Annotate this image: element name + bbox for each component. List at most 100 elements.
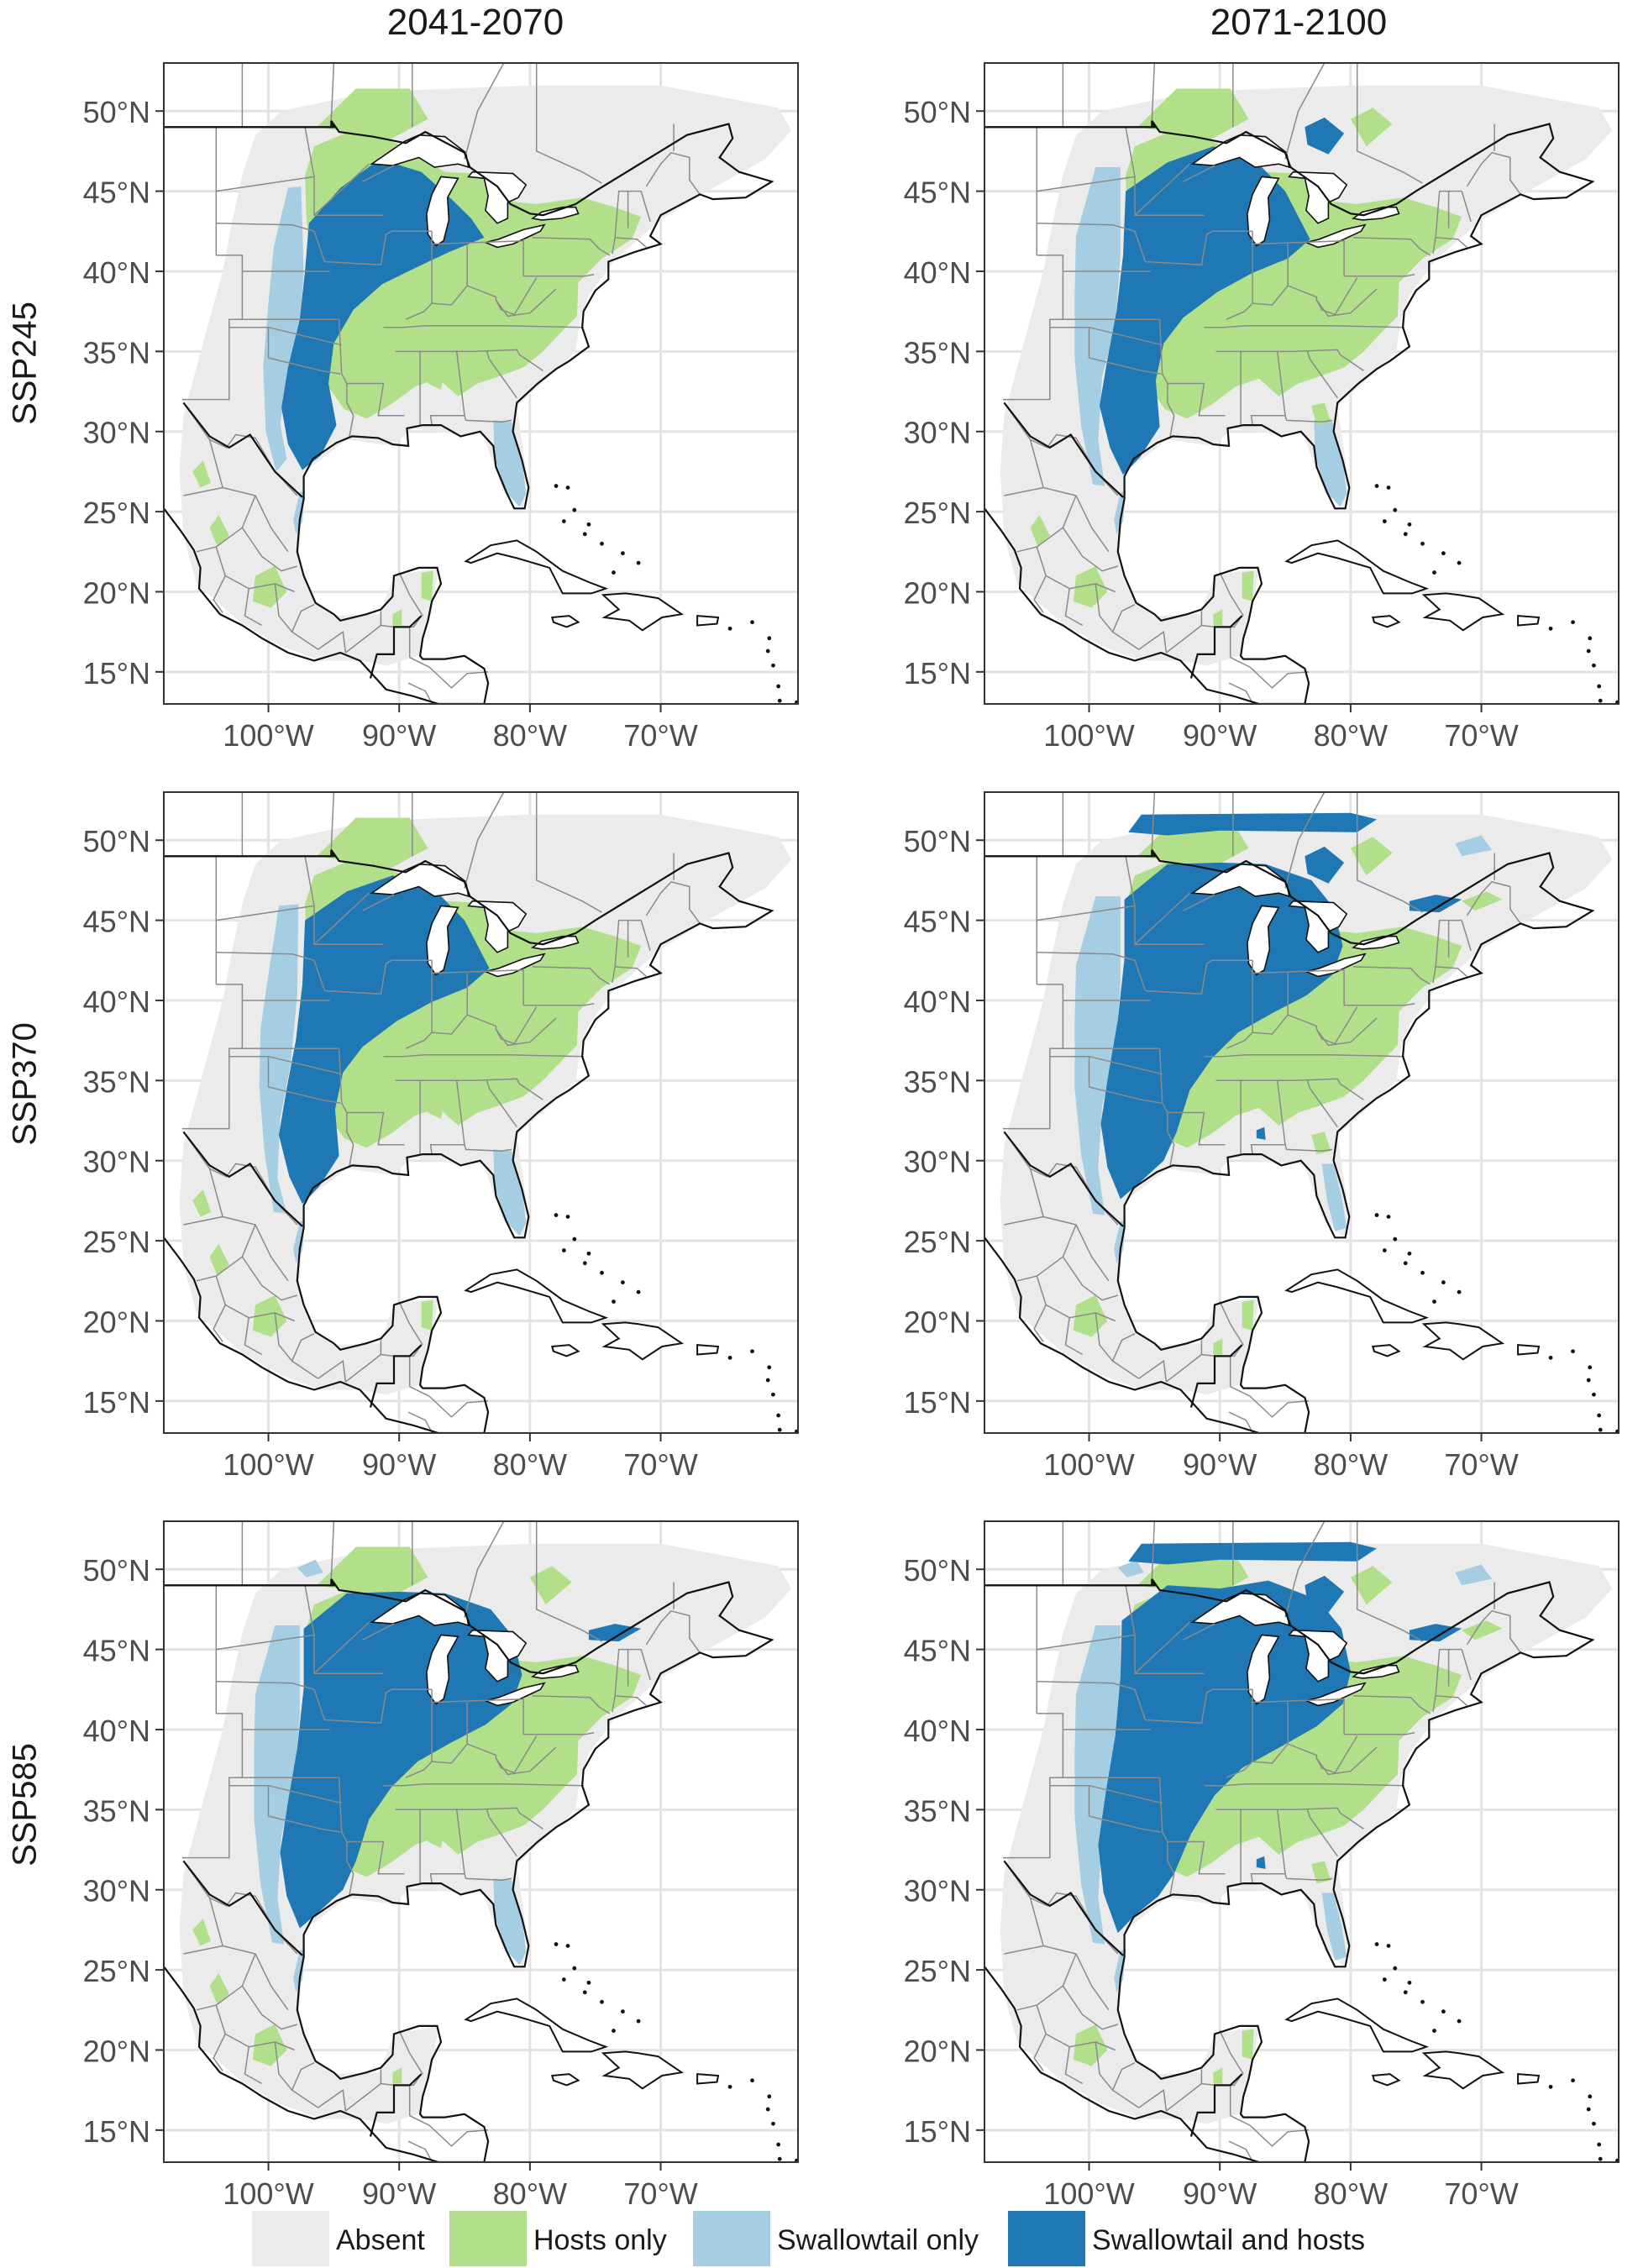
- state-border: [318, 2088, 347, 2112]
- state-border: [1167, 1112, 1175, 1166]
- state-border: [1165, 2069, 1203, 2112]
- state-border: [1002, 1713, 1064, 1859]
- state-border: [1284, 1873, 1333, 1882]
- state-border: [1004, 1945, 1044, 1955]
- state-border: [1138, 2088, 1168, 2112]
- map-panel-ssp585-2071-2100: 50°N 45°N 40°N 35°N 30°N 25°N 20°N 15°N 100°W 90°…: [904, 1520, 1620, 2211]
- state-border: [398, 1301, 423, 1346]
- small-island: [1548, 2084, 1553, 2089]
- small-island: [561, 1977, 566, 1982]
- small-island: [1386, 1215, 1391, 1219]
- small-island: [586, 1980, 591, 1985]
- state-border: [1037, 176, 1136, 192]
- y-tick-label: 20°N: [83, 2034, 150, 2068]
- state-border: [1016, 1953, 1077, 2011]
- state-border: [1344, 1003, 1415, 1006]
- state-border: [1062, 1256, 1119, 1301]
- small-island: [727, 626, 732, 631]
- swallowtail-only-area: [493, 1149, 527, 1236]
- state-border: [338, 1777, 405, 1875]
- lake: [1190, 863, 1290, 898]
- swallowtail-only-area: [1074, 167, 1121, 486]
- state-border: [612, 190, 642, 255]
- province-border: [1284, 63, 1326, 160]
- state-border: [1436, 237, 1467, 248]
- state-border: [1183, 1623, 1215, 1641]
- island: [696, 1344, 720, 1356]
- swallowtail-only-area: [493, 420, 527, 507]
- small-island: [554, 484, 559, 488]
- state-border: [612, 919, 642, 984]
- state-border: [432, 969, 524, 974]
- map-panel-ssp245-2071-2100: 50°N 45°N 40°N 35°N 30°N 25°N 20°N 15°N 100°W 90°…: [904, 62, 1620, 753]
- state-border: [1125, 856, 1205, 945]
- hosts-only-area: [209, 1972, 229, 2006]
- legend-label-hosts-only: Hosts only: [533, 2224, 667, 2256]
- island: [696, 2073, 720, 2085]
- small-island: [1386, 486, 1391, 490]
- legend-swatch-swallowtail-only: [693, 2211, 770, 2266]
- small-island: [1420, 1270, 1425, 1275]
- x-tick-label: 90°W: [362, 2176, 436, 2211]
- swallowtail-and-hosts-area: [1409, 895, 1462, 913]
- state-border: [398, 572, 423, 617]
- small-island: [1403, 532, 1408, 537]
- island: [1421, 1321, 1505, 1361]
- state-border: [432, 239, 524, 245]
- island: [1284, 1268, 1430, 1324]
- small-island: [1382, 1977, 1387, 1982]
- y-tick-label: 30°N: [904, 1145, 971, 1179]
- state-border: [181, 255, 244, 401]
- x-tick-label: 80°W: [493, 718, 567, 753]
- state-border: [216, 1634, 315, 1651]
- y-tick-label: 35°N: [904, 335, 971, 370]
- y-tick-label: 15°N: [83, 656, 150, 690]
- state-border: [304, 1585, 384, 1674]
- column-title-2071-2100: 2071-2100: [1210, 2, 1388, 43]
- state-border: [1461, 1649, 1472, 1681]
- state-border: [1466, 151, 1521, 195]
- state-border: [409, 1386, 489, 1418]
- small-island: [621, 2009, 625, 2014]
- hosts-only-area: [192, 460, 211, 488]
- state-border: [241, 1985, 298, 2030]
- small-island: [1586, 2107, 1591, 2112]
- y-tick-label: 35°N: [904, 1793, 971, 1828]
- small-island: [1457, 560, 1462, 565]
- swallowtail-and-hosts-area: [280, 1591, 522, 1929]
- state-border: [1219, 572, 1244, 617]
- province-border: [330, 1521, 335, 1579]
- state-border: [532, 237, 611, 256]
- swallowtail-only-area: [263, 186, 304, 472]
- x-tick-label: 100°W: [1043, 2176, 1134, 2211]
- state-border: [1230, 657, 1310, 689]
- lake: [1190, 1592, 1290, 1627]
- state-border: [313, 163, 370, 216]
- x-tick-label: 100°W: [1043, 718, 1134, 753]
- panel-border: [163, 1520, 799, 2163]
- province-border: [1284, 1521, 1326, 1618]
- hosts-only-area: [1213, 2067, 1223, 2084]
- y-tick-label: 45°N: [83, 1634, 150, 1668]
- state-border: [304, 856, 384, 945]
- province-border: [464, 792, 505, 889]
- state-border: [304, 127, 384, 216]
- state-border: [1461, 920, 1472, 952]
- legend-swatch-hosts-only: [449, 2211, 527, 2266]
- hosts-only-area: [1295, 1774, 1343, 1796]
- state-border: [1204, 325, 1404, 328]
- y-tick-label: 25°N: [83, 1954, 150, 1988]
- state-border: [216, 1681, 326, 1720]
- small-island: [1374, 1213, 1379, 1217]
- state-border: [1062, 527, 1119, 572]
- column-title-2041-2070: 2041-2070: [386, 2, 564, 43]
- map-panel-ssp585-2041-2070: 50°N 45°N 40°N 35°N 30°N 25°N 20°N 15°N 100°W 90°…: [83, 1520, 799, 2211]
- legend-label-absent: Absent: [336, 2224, 425, 2256]
- state-border: [1466, 880, 1521, 924]
- y-tick-label: 40°N: [904, 1714, 971, 1748]
- y-tick-label: 25°N: [83, 496, 150, 530]
- state-border: [241, 1256, 298, 1301]
- small-island: [1420, 541, 1425, 546]
- small-island: [765, 2107, 770, 2112]
- small-island: [582, 1261, 587, 1266]
